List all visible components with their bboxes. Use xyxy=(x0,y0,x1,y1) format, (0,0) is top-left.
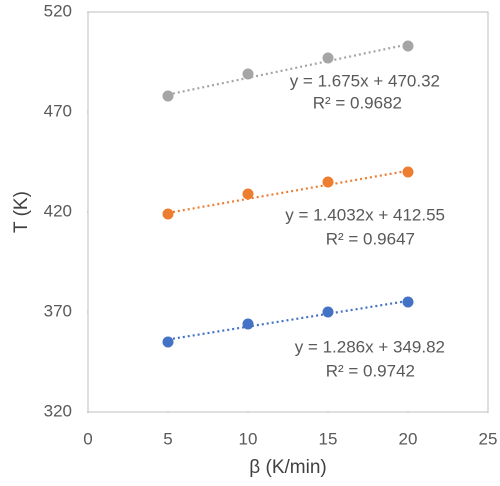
data-point xyxy=(162,90,174,102)
trendline xyxy=(167,169,409,214)
x-tick-label: 15 xyxy=(319,429,338,448)
trendline-r2: R² = 0.9742 xyxy=(326,361,415,380)
trendline-r2: R² = 0.9647 xyxy=(326,229,415,248)
x-tick-label: 5 xyxy=(163,429,172,448)
data-point xyxy=(322,52,334,64)
data-point xyxy=(402,296,414,308)
x-axis-title: β (K/min) xyxy=(249,457,326,478)
data-point xyxy=(242,68,254,80)
y-tick-label: 470 xyxy=(44,101,72,120)
trendline-equation: y = 1.4032x + 412.55 xyxy=(285,205,445,224)
trendline xyxy=(167,43,409,96)
data-point xyxy=(322,306,334,318)
trendline-equation: y = 1.675x + 470.32 xyxy=(290,71,440,90)
x-tick-label: 20 xyxy=(399,429,418,448)
x-tick-label: 0 xyxy=(83,429,92,448)
data-point xyxy=(162,336,174,348)
data-point xyxy=(162,208,174,220)
trendline-r2: R² = 0.9682 xyxy=(313,93,402,112)
data-point xyxy=(242,318,254,330)
y-tick-label: 370 xyxy=(44,301,72,320)
data-point xyxy=(322,176,334,188)
data-point xyxy=(402,166,414,178)
y-tick-label: 520 xyxy=(44,1,72,20)
data-point xyxy=(402,40,414,52)
trendline-equation: y = 1.286x + 349.82 xyxy=(295,337,445,356)
y-axis-title: T (K) xyxy=(11,191,32,233)
trendline xyxy=(167,299,409,341)
y-tick-label: 420 xyxy=(44,201,72,220)
x-tick-label: 25 xyxy=(479,429,498,448)
y-tick-label: 320 xyxy=(44,401,72,420)
data-point xyxy=(242,188,254,200)
x-tick-label: 10 xyxy=(239,429,258,448)
